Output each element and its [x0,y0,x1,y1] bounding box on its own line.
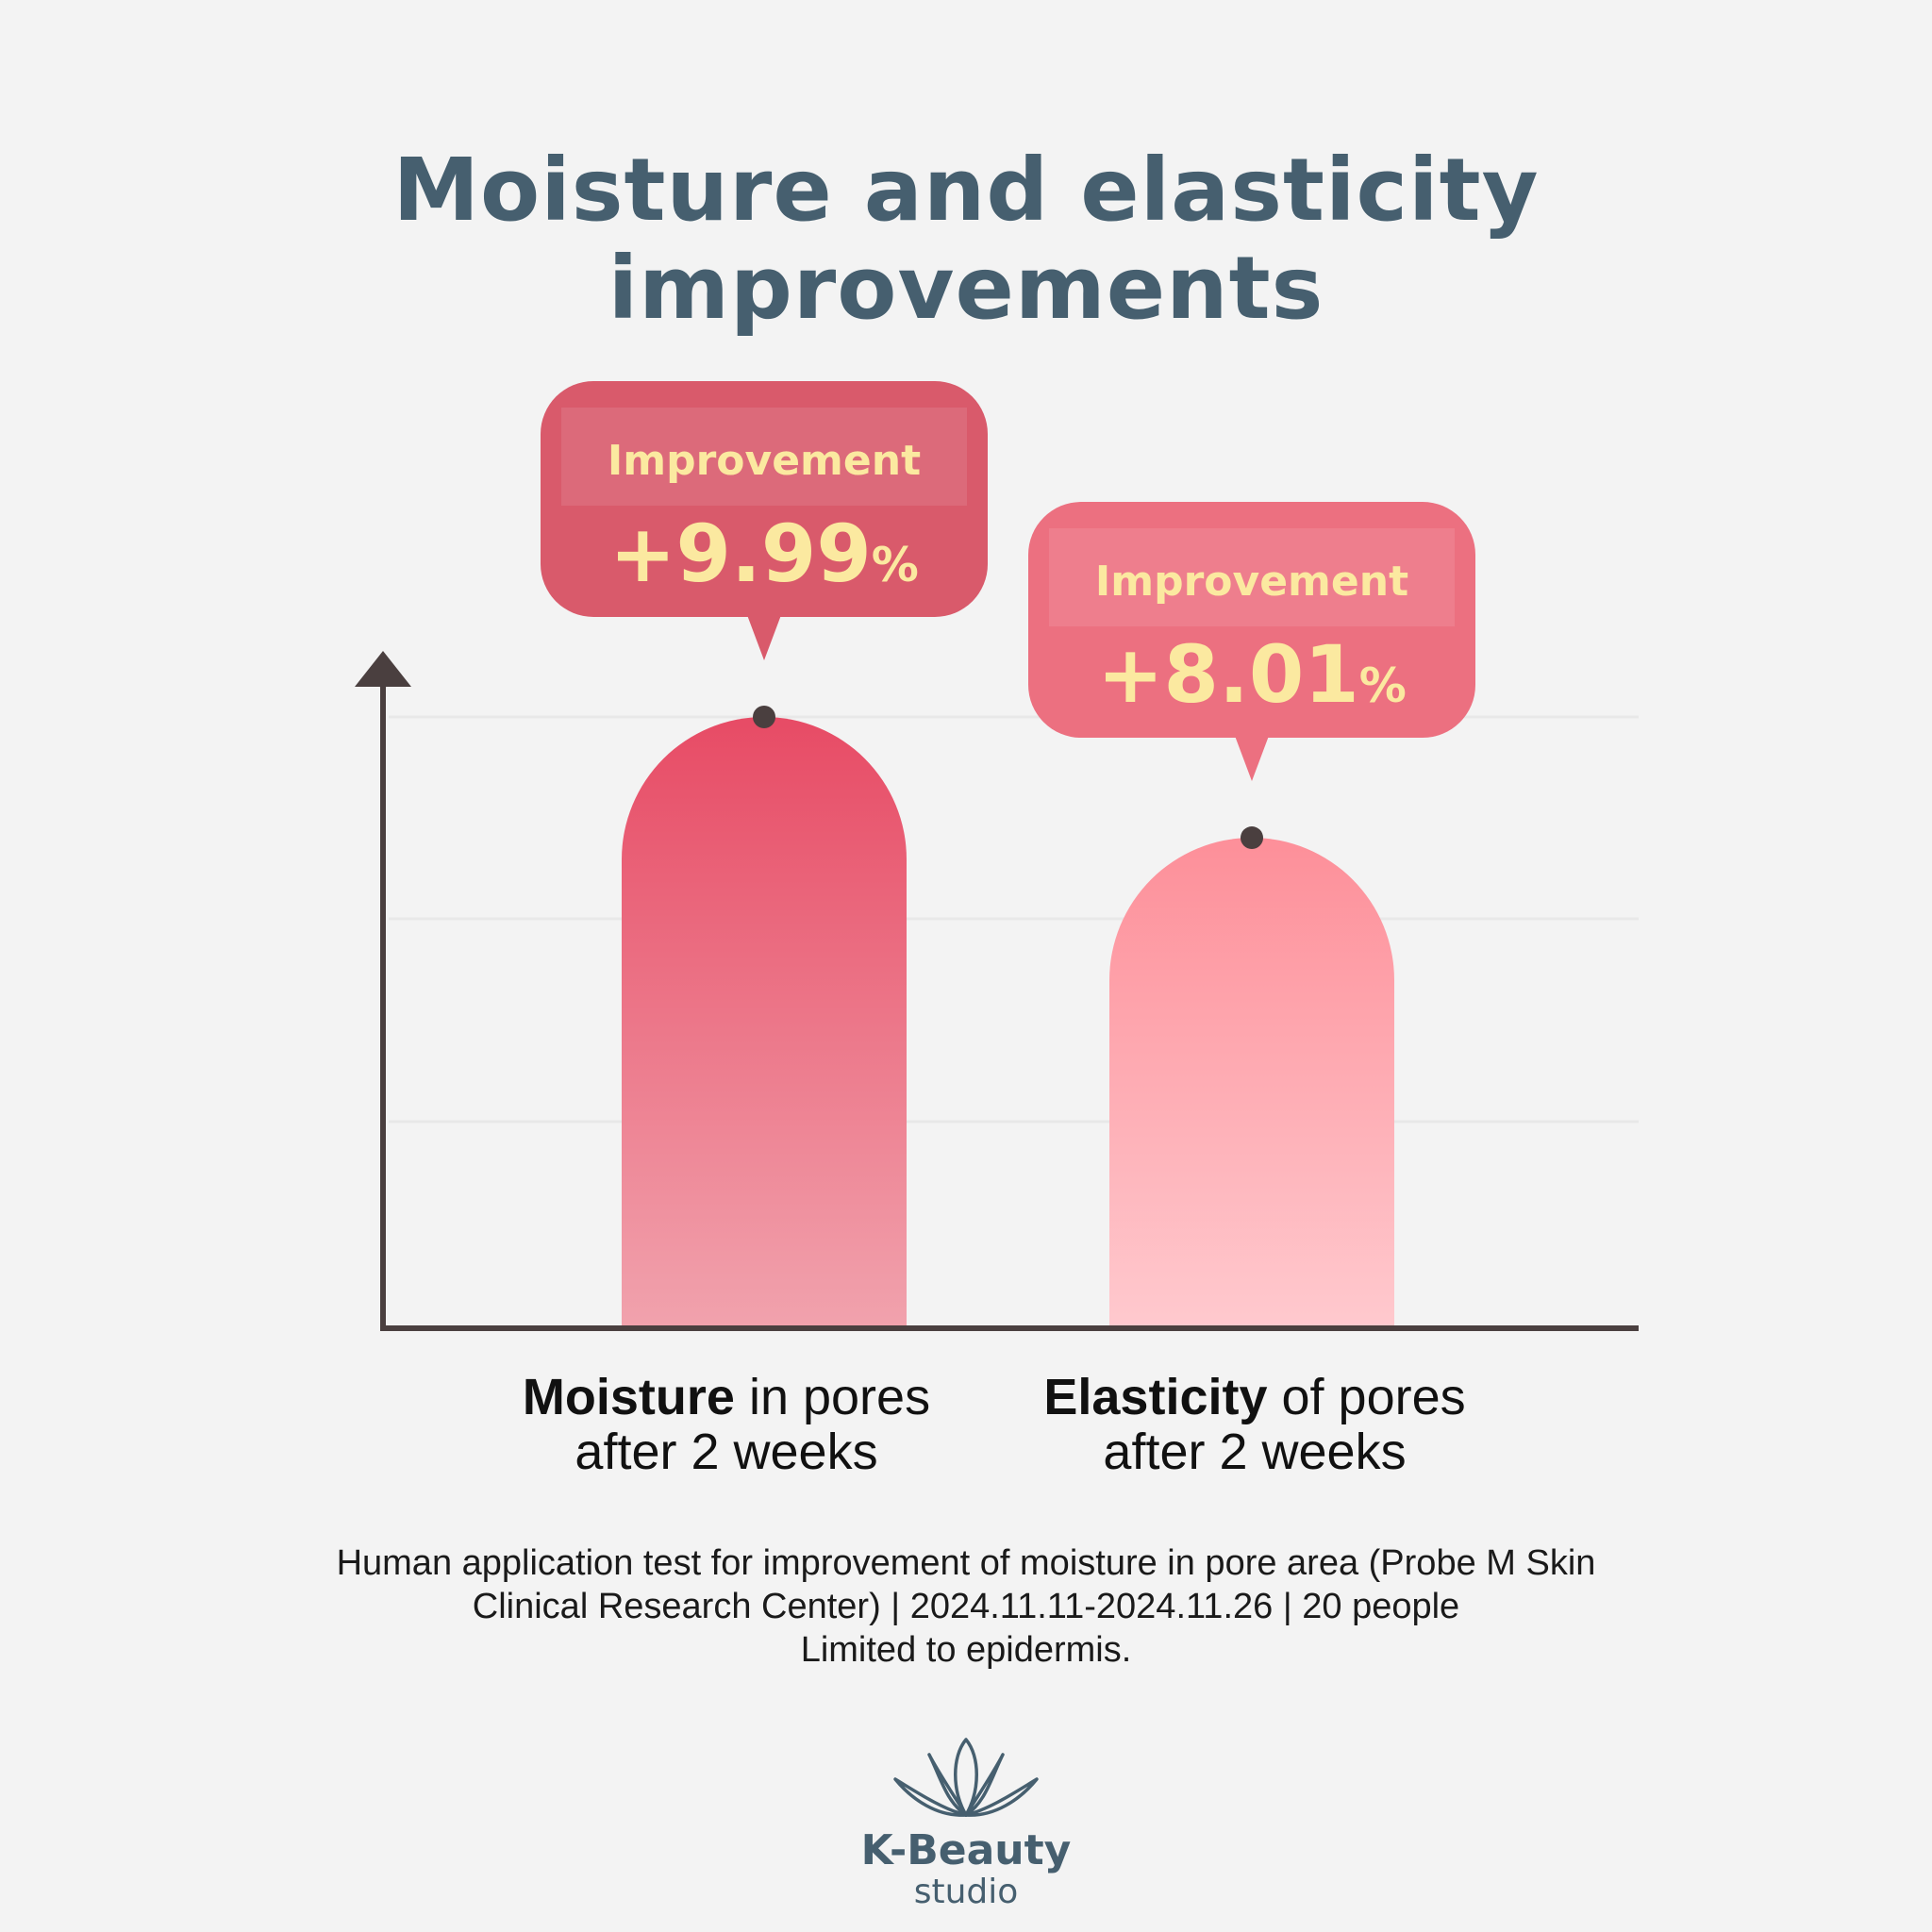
footnote-line2: Clinical Research Center) | 2024.11.11-2… [472,1587,1460,1626]
bar-top-dot [753,706,775,728]
callout-bubble [1028,502,1475,739]
brand-name: K-Beauty [860,1826,1072,1874]
callout-bubble [541,381,988,617]
footnote-line3: Limited to epidermis. [800,1630,1132,1670]
category-label-bold: Moisture [522,1369,735,1425]
chart-title: Moisture and elasticity improvements [0,142,1932,338]
bars [622,706,1394,1326]
callout-moisture: Improvement +9.99% [541,381,988,660]
callout-value: +9.99% [609,508,919,600]
chart-title-line2: improvements [608,238,1324,339]
callout-value: +8.01% [1097,628,1407,721]
footnote-line1: Human application test for improvement o… [336,1543,1596,1583]
callout-unit: % [872,538,919,592]
category-label-rest: of pores [1267,1369,1466,1425]
lotus-icon [893,1738,1039,1817]
category-label-line2: after 2 weeks [1103,1424,1407,1480]
category-label-line2: after 2 weeks [575,1424,878,1480]
gridlines [389,715,1639,1124]
callout-pointer [747,615,781,660]
callout-unit: % [1359,658,1407,713]
callouts: Improvement +9.99% Improvement +8.01% [541,381,1475,782]
callout-elasticity: Improvement +8.01% [1028,502,1475,782]
y-axis-arrow-icon [355,651,411,687]
category-label-bold: Elasticity [1043,1369,1268,1425]
footnote: Human application test for improvement o… [0,1541,1932,1672]
brand-subtitle: studio [913,1873,1019,1911]
chart-title-line1: Moisture and elasticity [392,140,1540,241]
callout-label: Improvement [608,437,921,485]
bar-chart: Improvement +9.99% Improvement +8.01% [355,381,1639,1331]
callout-label: Improvement [1095,558,1408,606]
callout-label-band [561,408,967,506]
callout-label-band [1049,528,1455,627]
category-label-moisture: Moisture in pores after 2 weeks [472,1370,981,1479]
bar-moisture [622,717,907,1326]
brand-logo: K-Beauty studio [824,1734,1108,1923]
category-label-elasticity: Elasticity of pores after 2 weeks [1000,1370,1509,1479]
bar-elasticity [1109,838,1394,1326]
bar-top-dot [1241,826,1263,850]
category-label-rest: in pores [734,1369,931,1425]
callout-pointer [1235,736,1269,782]
